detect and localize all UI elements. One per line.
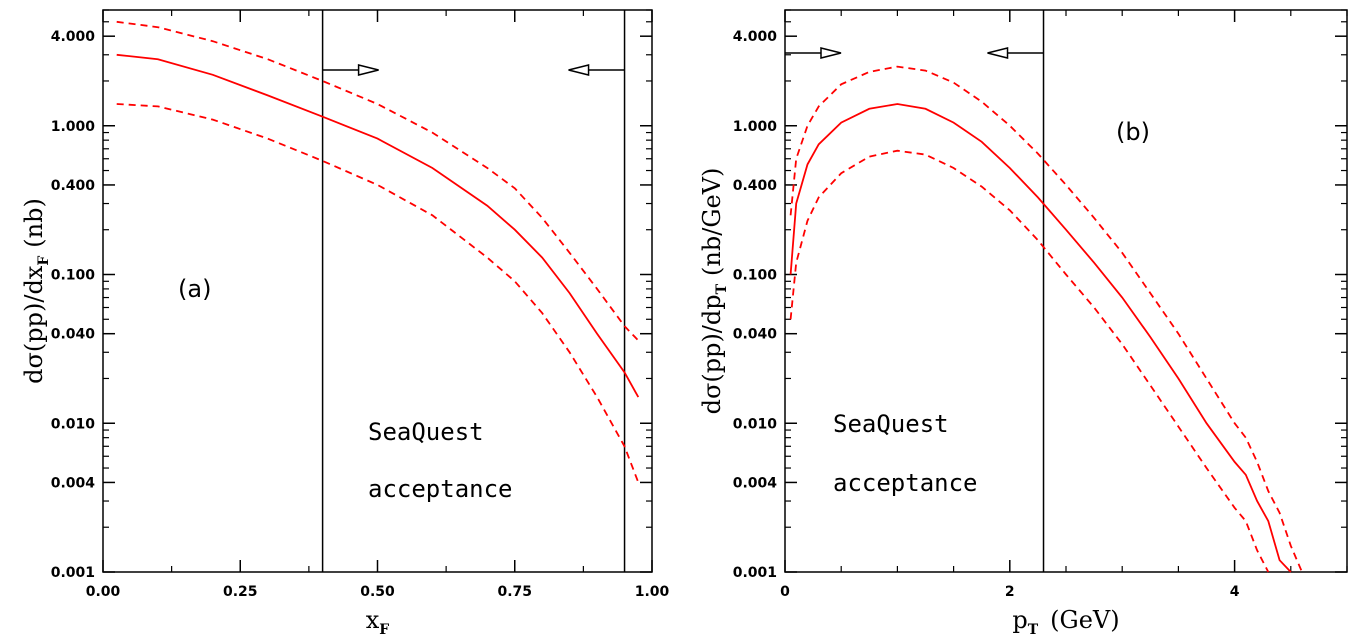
y-tick-label: 0.004 [51,475,96,491]
x-tick-label: 0 [780,584,790,600]
x-tick-label: 0.25 [223,584,258,600]
acceptance-arrowhead-right [820,47,842,59]
acceptance-arrowhead-left [568,64,590,76]
y-tick-label: 4.000 [51,29,96,45]
annotation-seaquest: SeaQuest [833,410,949,438]
y-tick-label: 4.000 [733,29,778,45]
y-tick-label: 0.400 [51,178,96,194]
x-axis-title-sub: F [379,622,389,638]
x-tick-label: 0.00 [86,584,121,600]
y-tick-label: 1.000 [51,119,96,135]
y-axis-title-unit: (nb/GeV) [698,168,726,276]
y-axis-title-unit: (nb) [20,198,48,248]
central-value-curve [116,53,640,398]
x-axis-title-unit: (GeV) [1050,606,1119,634]
y-axis-title: dσ(pp)/dpT (nb/GeV) [698,168,730,415]
x-tick-label: 2 [1005,584,1015,600]
x-axis-title-sub: T [1028,622,1039,638]
y-tick-label: 0.010 [733,416,778,432]
y-tick-label: 0.040 [733,327,778,343]
panel-b: 0 2 4 0.001 0.004 0.010 0.040 0.100 0.400 1.000 4.… [698,9,1348,638]
y-tick-label: 0.010 [51,416,96,432]
uncertainty-band-curve [116,20,639,342]
y-tick-label: 0.100 [733,268,778,284]
x-tick-label: 0.75 [497,584,532,600]
x-axis-title-main: x [366,606,380,634]
annotation-acceptance: acceptance [833,469,978,497]
x-tick-label: 0.50 [360,584,395,600]
uncertainty-band-curve [789,65,1303,573]
annotation-acceptance: acceptance [368,475,513,503]
y-tick-label: 0.400 [733,178,778,194]
uncertainty-band-curve [116,103,640,483]
y-axis-title: dσ(pp)/dxF (nb) [20,198,52,384]
y-axis-title-main: dσ(pp)/dx [20,265,48,384]
panel-label: (b) [1116,118,1150,146]
x-tick-label: 4 [1230,584,1240,600]
uncertainty-band-curve [789,149,1270,573]
x-tick-label: 1.00 [635,584,670,600]
y-tick-label: 0.004 [733,475,778,491]
y-axis-title-sub: T [714,283,730,294]
y-tick-label: 0.040 [51,327,96,343]
central-value-curve [789,103,1292,573]
x-axis-title-main: p [1012,606,1027,634]
panel-label: (a) [178,275,211,303]
y-axis-title-sub: F [36,256,52,266]
x-axis-title: xF [366,606,390,638]
y-tick-label: 1.000 [733,119,778,135]
acceptance-arrowhead-right [357,64,379,76]
panel-a: 0.00 0.25 0.50 0.75 1.00 0.001 0.004 0.010 0.040… [20,9,670,638]
acceptance-arrowhead-left [987,47,1009,59]
y-tick-label: 0.001 [51,565,95,581]
y-axis-title-main: dσ(pp)/dp [698,294,726,414]
annotation-seaquest: SeaQuest [368,418,484,446]
x-axis-title: pT (GeV) [1012,606,1119,638]
y-tick-label: 0.001 [733,565,777,581]
y-tick-label: 0.100 [51,268,96,284]
